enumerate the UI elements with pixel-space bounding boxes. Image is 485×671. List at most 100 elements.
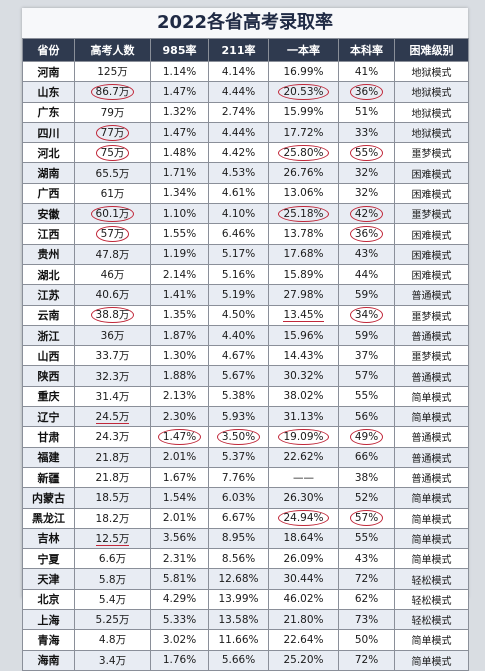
- undergrad-rate-cell: 32%: [338, 182, 395, 205]
- province-cell: 湖北: [22, 263, 75, 286]
- undergrad-rate-cell-text: 37%: [354, 349, 379, 362]
- exam-takers-cell: 18.2万: [74, 507, 151, 529]
- difficulty-cell-text: 困难模式: [411, 230, 452, 242]
- undergrad-rate-cell-text: 49%: [349, 428, 384, 445]
- rate-211-cell: 5.19%: [208, 284, 269, 306]
- rate-985-cell-text: 1.30%: [162, 349, 197, 362]
- rate-985-cell-text: 1.67%: [162, 471, 197, 484]
- table-row: 浙江 36万 1.87% 4.40% 15.96% 59% 普通模式: [22, 324, 469, 347]
- undergrad-rate-cell-text: 55%: [354, 532, 379, 545]
- tier1-rate-cell: 31.13%: [268, 406, 339, 428]
- exam-takers-cell: 21.8万: [74, 446, 151, 468]
- tier1-rate-cell: 25.18%: [268, 203, 339, 225]
- province-cell: 北京: [22, 588, 75, 611]
- rate-211-cell: 4.50%: [208, 304, 269, 326]
- rate-985-cell: 1.14%: [150, 60, 209, 83]
- difficulty-cell: 地狱模式: [394, 101, 469, 123]
- rate-985-cell: 2.30%: [150, 406, 209, 428]
- difficulty-cell-text: 轻松模式: [411, 575, 452, 587]
- exam-takers-cell-text: 3.4万: [98, 654, 127, 667]
- rate-211-cell-text: 6.67%: [221, 512, 256, 525]
- difficulty-cell: 噩梦模式: [394, 304, 469, 326]
- undergrad-rate-cell: 36%: [338, 81, 395, 103]
- exam-takers-cell-text: 33.7万: [95, 350, 130, 363]
- undergrad-rate-cell-text: 72%: [354, 573, 379, 586]
- exam-takers-cell-text: 12.5万: [95, 532, 130, 546]
- province-cell-text: 广西: [37, 187, 60, 201]
- province-cell: 广东: [22, 101, 75, 123]
- undergrad-rate-cell-text: 57%: [354, 370, 379, 383]
- exam-takers-cell: 86.7万: [74, 81, 151, 103]
- undergrad-rate-cell: 49%: [338, 426, 395, 448]
- province-cell: 广西: [22, 182, 75, 205]
- province-cell: 天津: [22, 568, 75, 590]
- rate-985-cell: 1.30%: [150, 345, 209, 367]
- tier1-rate-cell: 21.80%: [268, 609, 339, 631]
- undergrad-rate-cell: 72%: [338, 649, 395, 671]
- undergrad-rate-cell-text: 36%: [349, 83, 384, 100]
- tier1-rate-cell-text: 16.99%: [283, 65, 324, 78]
- undergrad-rate-cell: 37%: [338, 345, 395, 367]
- undergrad-rate-cell: 55%: [338, 385, 395, 408]
- undergrad-rate-cell-text: 66%: [354, 451, 379, 464]
- tier1-rate-cell: 22.62%: [268, 446, 339, 468]
- exam-takers-cell: 125万: [74, 60, 151, 83]
- undergrad-rate-cell-text: 38%: [354, 471, 379, 484]
- rate-211-cell-text: 4.40%: [221, 329, 256, 342]
- rate-211-cell: 2.74%: [208, 101, 269, 123]
- exam-takers-cell-text: 75万: [95, 144, 130, 161]
- rate-985-cell-text: 2.30%: [162, 410, 197, 423]
- exam-takers-cell: 77万: [74, 121, 151, 144]
- tier1-rate-cell: 20.53%: [268, 81, 339, 103]
- undergrad-rate-cell-text: 59%: [354, 288, 379, 301]
- province-cell: 新疆: [22, 466, 75, 489]
- province-cell: 内蒙古: [22, 487, 75, 509]
- rate-211-cell: 4.42%: [208, 142, 269, 164]
- table-row: 广西 61万 1.34% 4.61% 13.06% 32% 困难模式: [22, 182, 469, 205]
- rate-985-cell-text: 3.56%: [162, 532, 197, 545]
- tier1-rate-cell: 38.02%: [268, 385, 339, 408]
- header-985-rate: 985率: [150, 38, 209, 62]
- province-cell-text: 云南: [37, 309, 60, 323]
- difficulty-cell-text: 普通模式: [411, 291, 452, 303]
- tier1-rate-cell-text: 17.68%: [283, 248, 324, 261]
- tier1-rate-cell: 26.76%: [268, 162, 339, 184]
- exam-takers-cell: 46万: [74, 263, 151, 286]
- table-row: 安徽 60.1万 1.10% 4.10% 25.18% 42% 噩梦模式: [22, 203, 469, 225]
- tier1-rate-cell: 17.68%: [268, 243, 339, 265]
- rate-211-cell: 11.66%: [208, 629, 269, 651]
- exam-takers-cell-text: 36万: [100, 330, 125, 342]
- province-cell-text: 青海: [37, 633, 60, 647]
- rate-211-cell-text: 4.14%: [221, 65, 256, 78]
- tier1-rate-cell-text: 13.06%: [283, 187, 324, 200]
- difficulty-cell-text: 噩梦模式: [411, 210, 452, 222]
- table-row: 重庆 31.4万 2.13% 5.38% 38.02% 55% 简单模式: [22, 385, 469, 408]
- province-cell: 上海: [22, 609, 75, 631]
- difficulty-cell-text: 普通模式: [411, 474, 452, 486]
- difficulty-cell-text: 简单模式: [411, 514, 452, 526]
- tier1-rate-cell-text: 13.45%: [283, 309, 324, 323]
- province-cell: 山东: [22, 81, 75, 103]
- header-211-rate: 211率: [208, 38, 269, 62]
- province-cell-text: 内蒙古: [32, 491, 65, 505]
- exam-takers-cell-text: 24.5万: [95, 411, 130, 425]
- difficulty-cell: 普通模式: [394, 426, 469, 448]
- rate-985-cell-text: 1.48%: [162, 146, 197, 159]
- tier1-rate-cell: 14.43%: [268, 345, 339, 367]
- province-cell: 福建: [22, 446, 75, 468]
- tier1-rate-cell-text: 26.30%: [283, 491, 324, 504]
- rate-985-cell: 4.29%: [150, 588, 209, 611]
- rate-211-cell: 4.67%: [208, 345, 269, 367]
- undergrad-rate-cell: 55%: [338, 527, 395, 550]
- tier1-rate-cell-text: 22.64%: [283, 633, 324, 646]
- tier1-rate-cell: 15.96%: [268, 324, 339, 347]
- table-row: 甘肃 24.3万 1.47% 3.50% 19.09% 49% 普通模式: [22, 426, 469, 448]
- difficulty-cell: 普通模式: [394, 284, 469, 306]
- rate-985-cell-text: 5.33%: [162, 613, 197, 626]
- rate-211-cell-text: 6.03%: [221, 491, 256, 504]
- undergrad-rate-cell-text: 32%: [354, 167, 379, 180]
- table-row: 河北 75万 1.48% 4.42% 25.80% 55% 噩梦模式: [22, 142, 469, 164]
- difficulty-cell: 简单模式: [394, 527, 469, 550]
- tier1-rate-cell: 13.78%: [268, 223, 339, 245]
- undergrad-rate-cell-text: 43%: [354, 248, 379, 261]
